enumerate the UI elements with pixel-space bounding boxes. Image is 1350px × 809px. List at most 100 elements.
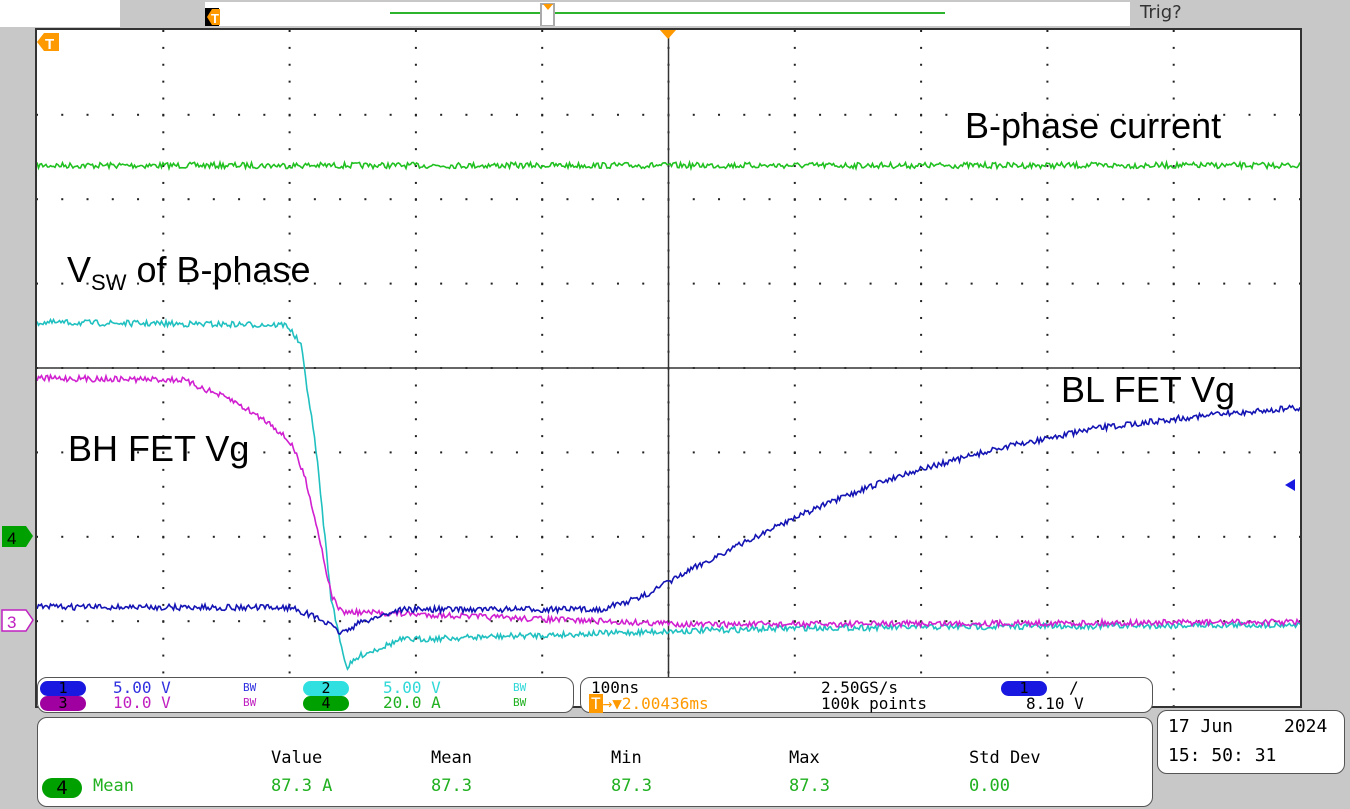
grid-dot <box>162 113 165 116</box>
grid-dot <box>844 198 847 201</box>
grid-dot <box>970 282 973 285</box>
grid-dot <box>162 30 165 32</box>
grid-dot <box>920 181 923 184</box>
grid-dot <box>515 451 518 454</box>
ch4-badge[interactable]: 4 <box>303 696 349 711</box>
grid-dot <box>515 198 518 201</box>
grid-dot <box>1172 131 1175 134</box>
grid-dot <box>288 232 291 235</box>
grid-dot <box>718 113 721 116</box>
grid-dot <box>1046 451 1049 454</box>
grid-dot <box>1046 165 1049 168</box>
grid-dot <box>616 451 619 454</box>
grid-dot <box>869 282 872 285</box>
trigger-delay[interactable]: T →▼2.00436ms <box>589 694 709 713</box>
grid-dot <box>541 519 544 522</box>
grid-dot <box>793 282 796 285</box>
ch2-badge[interactable]: 2 <box>303 681 349 696</box>
ch2-scale[interactable]: 5.00 V <box>383 678 441 697</box>
grid-dot <box>970 535 973 538</box>
trigger-position-top-icon <box>660 30 676 39</box>
grid-dot <box>1248 535 1251 538</box>
grid-dot <box>1071 535 1074 538</box>
grid-dot <box>1021 620 1024 623</box>
grid-dot <box>591 451 594 454</box>
grid-dot <box>920 535 923 538</box>
trigger-level-arrow-icon[interactable] <box>1285 479 1295 491</box>
grid-dot <box>920 300 923 303</box>
grid-dot <box>465 113 468 116</box>
grid-dot <box>1248 198 1251 201</box>
grid-dot <box>364 535 367 538</box>
grid-dot <box>1122 451 1125 454</box>
grid-dot <box>137 282 140 285</box>
grid-dot <box>86 282 89 285</box>
grid-dot <box>819 535 822 538</box>
ch3-marker-label: 3 <box>7 613 16 632</box>
grid-dot <box>1172 671 1175 674</box>
ch1-badge[interactable]: 1 <box>40 681 86 696</box>
grid-dot <box>389 282 392 285</box>
trace-ch2 <box>36 317 1301 671</box>
grid-dot <box>61 198 64 201</box>
grid-dot <box>162 316 165 319</box>
grid-dot <box>591 535 594 538</box>
grid-dot <box>187 282 190 285</box>
grid-dot <box>162 300 165 303</box>
grid-dot <box>793 198 796 201</box>
corner-blank <box>0 0 120 27</box>
trigger-source-badge[interactable]: 1 <box>1001 681 1047 696</box>
grid-dot <box>1046 485 1049 488</box>
grid-dot <box>61 113 64 116</box>
grid-dot <box>894 198 897 201</box>
grid-dot <box>288 198 291 201</box>
traces <box>36 159 1301 671</box>
grid-dot <box>541 316 544 319</box>
grid-dot <box>313 535 316 538</box>
meas-channel-badge[interactable]: 4 <box>42 778 82 798</box>
ch3-ground-marker-icon[interactable] <box>1 609 34 632</box>
grid-dot <box>1021 535 1024 538</box>
datetime-panel: 17 Jun 2024 15: 50: 31 <box>1157 710 1345 774</box>
grid-dot <box>1096 451 1099 454</box>
grid-dot <box>945 451 948 454</box>
ch3-scale[interactable]: 10.0 V <box>113 693 171 712</box>
time-per-div[interactable]: 100ns <box>591 678 640 697</box>
grid-dot <box>288 654 291 657</box>
grid-dot <box>1046 97 1049 100</box>
waveform-display[interactable]: T B-phase current VSW of B-phase BH FET … <box>35 28 1302 708</box>
trigger-level[interactable]: 8.10 V <box>1026 694 1084 713</box>
grid-dot <box>1147 113 1150 116</box>
ch1-scale[interactable]: 5.00 V <box>113 678 171 697</box>
ch3-badge[interactable]: 3 <box>40 696 86 711</box>
grid-dot <box>1046 553 1049 556</box>
grid-dot <box>86 113 89 116</box>
meas-header-min: Min <box>611 748 642 768</box>
grid-dot <box>920 63 923 66</box>
grid-dot <box>1046 350 1049 353</box>
grid-dot <box>793 131 796 134</box>
timebase-panel[interactable]: 100ns 2.50GS/s 1 / T →▼2.00436ms 100k poi… <box>580 677 1153 713</box>
grid-dot <box>1172 266 1175 269</box>
grid-dot <box>111 535 114 538</box>
grid-dot <box>970 620 973 623</box>
grid-dot <box>692 535 695 538</box>
grid-dot <box>566 535 569 538</box>
grid-dot <box>793 535 796 538</box>
ch4-ground-marker-icon[interactable] <box>2 526 33 547</box>
grid-dot <box>414 282 417 285</box>
grid-dot <box>288 80 291 83</box>
meas-name[interactable]: Mean <box>93 776 134 796</box>
grid-dot <box>288 435 291 438</box>
grid-dot <box>490 451 493 454</box>
grid-dot <box>1046 215 1049 218</box>
grid-dot <box>162 63 165 66</box>
grid-dot <box>187 620 190 623</box>
grid-dot <box>591 282 594 285</box>
grid-dot <box>1172 282 1175 285</box>
grid-dot <box>894 451 897 454</box>
ch4-scale[interactable]: 20.0 A <box>383 693 441 712</box>
grid-dot <box>212 451 215 454</box>
record-overview[interactable]: T <box>205 2 1130 27</box>
grid-dot <box>541 232 544 235</box>
